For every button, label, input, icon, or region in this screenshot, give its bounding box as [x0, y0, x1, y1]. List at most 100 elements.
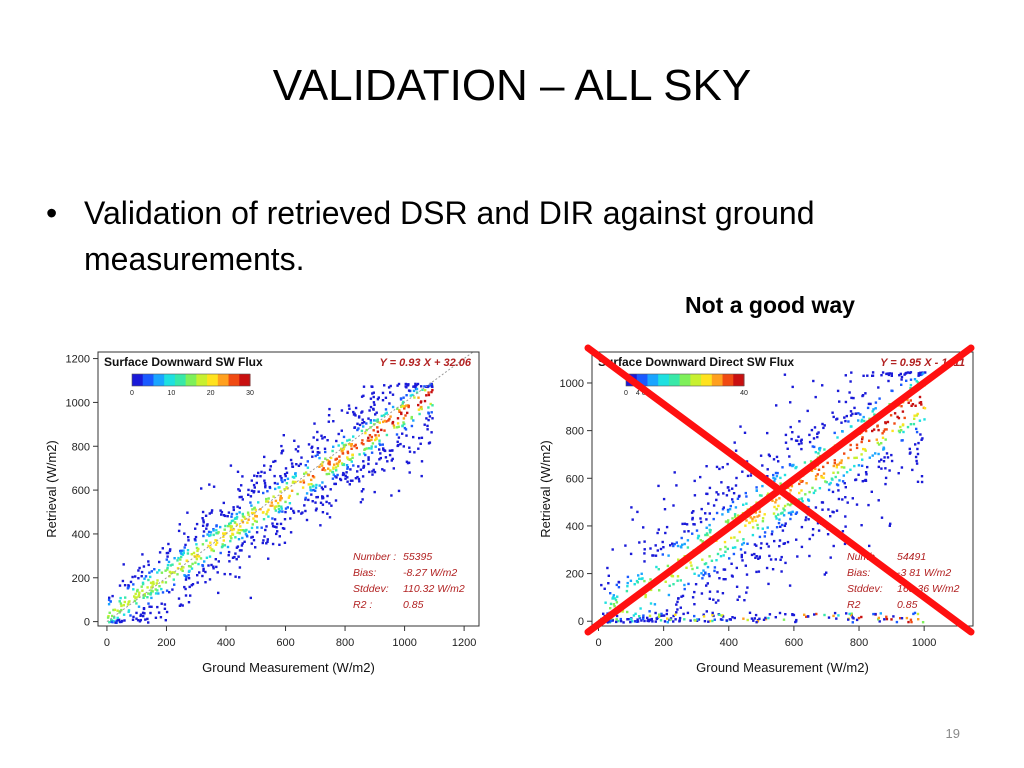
- data-point: [882, 448, 885, 451]
- data-point: [773, 479, 776, 483]
- data-point: [766, 468, 769, 471]
- data-point: [801, 480, 804, 483]
- data-point: [263, 482, 267, 485]
- data-point: [357, 465, 360, 468]
- data-point: [316, 438, 319, 442]
- data-point: [797, 435, 800, 438]
- data-point: [683, 522, 687, 525]
- data-point: [201, 510, 205, 514]
- plot-frame: [591, 351, 974, 627]
- data-point: [778, 497, 781, 500]
- data-point: [411, 393, 414, 397]
- data-point: [921, 437, 924, 440]
- data-point: [877, 618, 880, 621]
- data-point: [205, 524, 209, 527]
- data-point: [367, 462, 370, 466]
- data-point: [864, 449, 867, 452]
- data-point: [187, 539, 190, 542]
- data-point: [913, 414, 916, 417]
- data-point: [220, 510, 224, 514]
- data-point: [780, 512, 783, 515]
- y-tick-label: 200: [72, 573, 90, 585]
- data-point: [758, 510, 762, 513]
- data-point: [243, 530, 246, 533]
- data-point: [837, 489, 840, 492]
- data-point: [238, 495, 241, 499]
- data-point: [112, 608, 115, 612]
- data-point: [215, 565, 218, 569]
- data-point: [168, 549, 172, 553]
- data-point: [604, 601, 607, 604]
- data-point: [779, 476, 782, 480]
- data-point: [806, 615, 810, 618]
- data-point: [191, 583, 195, 586]
- data-point: [380, 414, 383, 418]
- data-point: [344, 443, 347, 447]
- data-point: [358, 480, 361, 483]
- data-point: [790, 437, 793, 441]
- data-point: [367, 456, 370, 459]
- data-point: [803, 461, 807, 464]
- data-point: [288, 494, 291, 498]
- data-point: [345, 471, 348, 474]
- data-point: [406, 461, 410, 465]
- data-point: [252, 539, 256, 542]
- data-point: [328, 502, 331, 505]
- data-point: [658, 589, 661, 592]
- data-point: [265, 512, 268, 516]
- data-point: [132, 583, 135, 586]
- data-point: [626, 610, 629, 614]
- data-point: [683, 587, 686, 591]
- data-point: [342, 444, 346, 447]
- data-point: [885, 452, 889, 455]
- data-point: [837, 497, 841, 501]
- data-point: [736, 514, 740, 517]
- data-point: [419, 442, 422, 445]
- data-point: [916, 452, 920, 456]
- data-point: [149, 593, 152, 596]
- data-point: [276, 502, 280, 505]
- data-point: [304, 498, 307, 501]
- colorbar-swatch: [217, 374, 230, 386]
- data-point: [337, 444, 340, 447]
- data-point: [924, 371, 927, 374]
- data-point: [381, 399, 385, 402]
- data-point: [126, 603, 130, 606]
- data-point: [140, 570, 144, 574]
- data-point: [891, 389, 894, 393]
- data-point: [721, 508, 725, 511]
- data-point: [766, 526, 769, 529]
- data-point: [352, 435, 355, 438]
- data-point: [745, 495, 748, 498]
- data-point: [734, 449, 738, 452]
- data-point: [682, 612, 685, 616]
- data-point: [753, 552, 756, 556]
- data-point: [622, 621, 625, 624]
- data-point: [374, 445, 377, 448]
- data-point: [290, 489, 294, 492]
- data-point: [168, 575, 171, 578]
- data-point: [885, 617, 889, 621]
- data-point: [402, 400, 405, 404]
- data-point: [320, 434, 323, 437]
- colorbar-swatch: [239, 374, 251, 386]
- data-point: [274, 459, 277, 463]
- data-point: [725, 494, 729, 497]
- data-point: [314, 509, 318, 512]
- data-point: [818, 447, 821, 450]
- data-point: [888, 524, 891, 527]
- data-point: [615, 618, 618, 621]
- data-point: [313, 422, 316, 425]
- data-point: [849, 468, 852, 471]
- data-point: [160, 571, 164, 574]
- data-point: [340, 409, 344, 412]
- data-point: [724, 578, 727, 581]
- data-point: [277, 504, 281, 508]
- data-point: [413, 451, 416, 454]
- data-point: [273, 481, 277, 485]
- data-point: [850, 612, 853, 615]
- data-point: [741, 470, 744, 473]
- data-point: [846, 501, 849, 504]
- data-point: [840, 421, 843, 424]
- data-point: [705, 610, 708, 613]
